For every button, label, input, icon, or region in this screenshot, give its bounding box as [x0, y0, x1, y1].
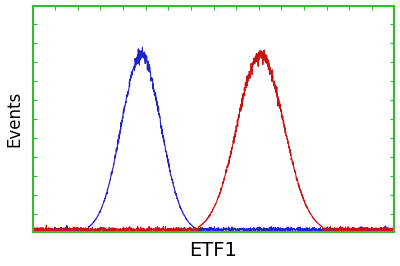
Y-axis label: Events: Events: [6, 91, 24, 147]
X-axis label: ETF1: ETF1: [190, 242, 238, 260]
